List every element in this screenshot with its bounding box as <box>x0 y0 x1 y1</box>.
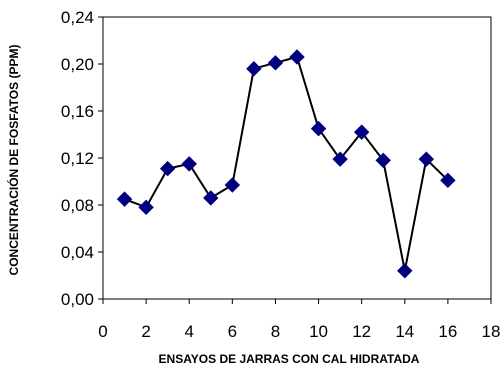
series-markers <box>116 49 456 279</box>
x-tick-label: 4 <box>184 322 193 341</box>
x-axis-ticks: 0 2 4 6 8 10 12 14 16 18 <box>98 299 500 341</box>
x-tick-label: 18 <box>482 322 501 341</box>
data-point-marker <box>159 160 176 177</box>
data-point-marker <box>418 151 435 167</box>
y-axis-title: CONCENTRACIÓN DE FOSFATOS (PPM) <box>6 45 21 276</box>
data-point-marker <box>440 172 456 189</box>
data-point-marker <box>203 190 219 206</box>
y-tick-label: 0,12 <box>61 149 94 168</box>
data-point-marker <box>397 263 413 279</box>
series-line <box>124 55 449 271</box>
y-tick-label: 0,20 <box>61 55 94 74</box>
data-point-marker <box>224 177 241 193</box>
data-point-marker <box>138 199 154 216</box>
x-axis-title: ENSAYOS DE JARRAS CON CAL HIDRATADA <box>159 352 420 366</box>
x-tick-label: 16 <box>438 322 457 341</box>
data-point-marker <box>310 120 327 137</box>
data-point-marker <box>267 55 284 71</box>
y-axis-ticks: 0,00 0,04 0,08 0,12 0,16 0,20 0,24 <box>61 8 103 309</box>
data-point-marker <box>181 156 197 172</box>
y-tick-label: 0,00 <box>61 290 94 309</box>
y-tick-label: 0,24 <box>61 8 94 27</box>
y-tick-label: 0,04 <box>61 243 94 262</box>
data-point-marker <box>116 191 133 207</box>
data-point-marker <box>332 151 348 167</box>
x-tick-label: 8 <box>271 322 280 341</box>
x-tick-label: 14 <box>395 322 414 341</box>
data-point-marker <box>353 124 370 140</box>
data-point-marker <box>289 49 305 65</box>
x-tick-label: 0 <box>98 322 107 341</box>
data-point-marker <box>375 152 391 169</box>
x-tick-label: 12 <box>352 322 371 341</box>
y-tick-label: 0,08 <box>61 196 94 215</box>
x-tick-label: 10 <box>309 322 328 341</box>
y-tick-label: 0,16 <box>61 102 94 121</box>
x-tick-label: 2 <box>141 322 150 341</box>
plot-area-frame <box>102 16 492 300</box>
x-tick-label: 6 <box>228 322 237 341</box>
data-point-marker <box>246 60 262 77</box>
